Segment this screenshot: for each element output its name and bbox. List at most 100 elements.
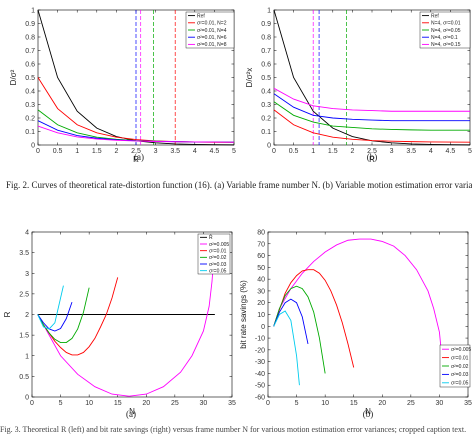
y-tick-label: 1.5	[19, 333, 29, 340]
legend-entry: Ref	[197, 13, 205, 19]
x-tick-label: 30	[200, 400, 208, 407]
y-axis-label: D/σ²x	[245, 68, 254, 88]
y-tick-label: 0	[25, 395, 29, 402]
x-tick-label: 5	[468, 148, 472, 155]
series-line	[273, 238, 443, 362]
series-line	[273, 93, 470, 122]
series-line	[37, 244, 216, 397]
y-tick-label: 60	[257, 253, 265, 260]
x-tick-label: 15	[114, 400, 122, 407]
subcaption: (b)	[367, 152, 378, 162]
x-tick-label: 1.5	[92, 148, 102, 155]
y-tick-label: 2	[25, 312, 29, 319]
x-tick-label: 10	[321, 400, 329, 407]
x-tick-label: 35	[464, 400, 472, 407]
y-tick-label: 30	[257, 288, 265, 295]
y-tick-label: 0.3	[25, 102, 35, 109]
y-tick-label: 0.4	[261, 89, 271, 96]
x-tick-label: 3	[390, 148, 394, 155]
legend-entry: σ²=0.02	[209, 255, 227, 261]
y-tick-label: 0.7	[25, 48, 35, 55]
legend-entry: N=4, σ²=0.05	[431, 28, 461, 34]
legend-entry: σ²=0.005	[451, 347, 471, 353]
x-tick-label: 0	[272, 148, 276, 155]
y-axis-label: bit rate savings (%)	[239, 280, 248, 349]
legend-entry: R̄	[209, 234, 213, 241]
series-line	[273, 269, 355, 368]
y-tick-label: 0.9	[261, 21, 271, 28]
figure-2-caption: Fig. 2. Curves of theoretical rate-disto…	[6, 180, 472, 190]
x-tick-label: 4	[429, 148, 433, 155]
legend-entry: σ²=0.01, N=8	[197, 42, 227, 48]
x-tick-label: 35	[228, 400, 236, 407]
y-tick-label: 1	[267, 8, 271, 15]
series-line	[273, 285, 326, 374]
y-tick-label: 0.6	[261, 62, 271, 69]
y-tick-label: -30	[255, 359, 265, 366]
series-line	[273, 109, 471, 143]
y-tick-label: 4	[25, 230, 29, 237]
series-line	[37, 287, 90, 343]
subcaption: (a)	[134, 152, 144, 162]
x-tick-label: 4.5	[446, 148, 456, 155]
y-tick-label: 2.5	[19, 291, 29, 298]
subcaption: (b)	[363, 409, 374, 419]
x-tick-label: 15	[350, 400, 358, 407]
y-tick-label: 0.8	[25, 35, 35, 42]
x-tick-label: 1	[311, 148, 315, 155]
legend-entry: σ²=0.03	[209, 262, 227, 268]
x-tick-label: 25	[407, 400, 415, 407]
y-tick-label: 0.7	[261, 48, 271, 55]
y-tick-label: 1	[31, 8, 35, 15]
y-tick-label: 0.1	[261, 129, 271, 136]
y-tick-label: 0	[31, 143, 35, 150]
series-line	[37, 301, 73, 332]
x-tick-label: 0	[30, 400, 34, 407]
figure-3-caption: Fig. 3. Theoretical R (left) and bit rat…	[0, 426, 467, 434]
x-tick-label: 20	[378, 400, 386, 407]
x-axis-label: N	[129, 407, 135, 416]
legend-entry: σ²=0.01, N=6	[197, 35, 227, 41]
y-tick-label: 0.2	[261, 116, 271, 123]
legend-entry: σ²=0.03	[451, 372, 469, 378]
y-tick-label: 0.9	[25, 21, 35, 28]
legend-entry: σ²=0.01, N=2	[197, 21, 227, 27]
x-tick-label: 1	[75, 148, 79, 155]
x-tick-label: 2.5	[367, 148, 377, 155]
y-tick-label: -50	[255, 383, 265, 390]
y-tick-label: 0.1	[25, 129, 35, 136]
x-tick-label: 3	[154, 148, 158, 155]
y-tick-label: 20	[257, 300, 265, 307]
x-tick-label: 5	[232, 148, 236, 155]
legend-entry: σ²=0.01	[451, 355, 469, 361]
x-tick-label: 5	[59, 400, 63, 407]
y-tick-label: 0	[267, 143, 271, 150]
y-axis-label: D/σ²	[9, 69, 18, 85]
x-tick-label: 2	[350, 148, 354, 155]
y-tick-label: 3.5	[19, 250, 29, 257]
x-tick-label: 1.5	[328, 148, 338, 155]
y-tick-label: 50	[257, 265, 265, 272]
legend-entry: N=4, σ²=0.1	[431, 35, 458, 41]
x-tick-label: 2	[114, 148, 118, 155]
chart-bottom-right: 0 5 10 15 20 25 30 35 -60 -50 -40 -30 -20 -10 0 10 20 30 4…	[239, 230, 472, 420]
y-tick-label: 0.2	[25, 116, 35, 123]
y-tick-label: 0.5	[261, 75, 271, 82]
series-line	[273, 101, 470, 131]
series-line	[37, 277, 119, 356]
y-tick-label: 0.5	[25, 75, 35, 82]
x-tick-label: 5	[295, 400, 299, 407]
x-tick-label: 2.5	[131, 148, 141, 155]
y-tick-label: 0.5	[19, 374, 29, 381]
chart-top-right: 0 0.5 1 1.5 2 2.5 3 3.5 4 4.5 5 0 0.1 0.2 0.3 0.4 0.5 0.6…	[245, 8, 472, 165]
x-tick-label: 30	[436, 400, 444, 407]
series-line	[273, 310, 300, 386]
y-tick-label: 3	[25, 271, 29, 278]
x-tick-label: 25	[171, 400, 179, 407]
legend-entry: σ²=0.01	[209, 248, 227, 254]
series-line	[37, 125, 235, 143]
y-tick-label: -20	[255, 347, 265, 354]
legend-box	[197, 233, 231, 275]
y-tick-label: 70	[257, 241, 265, 248]
